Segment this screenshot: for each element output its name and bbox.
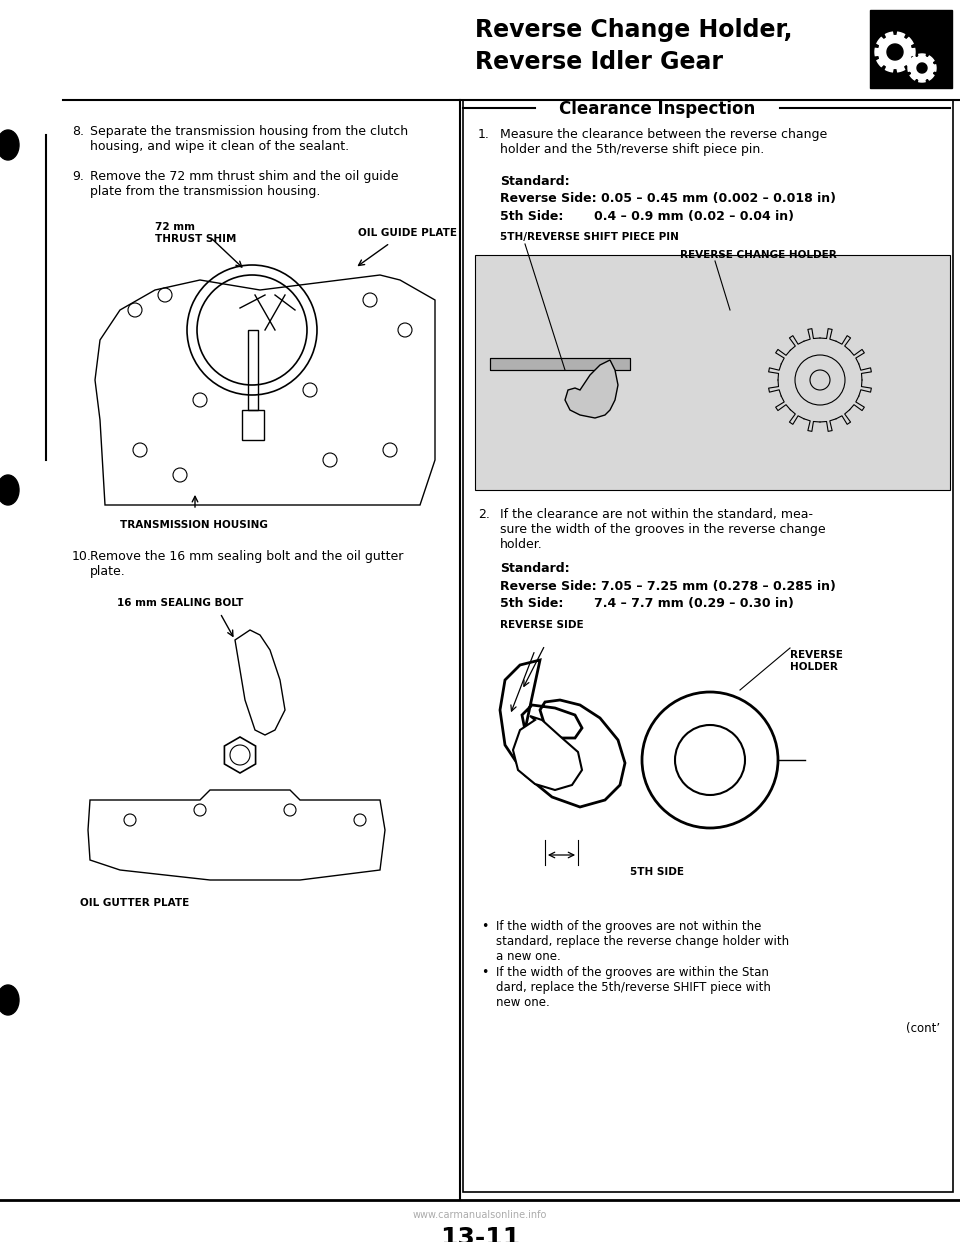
Ellipse shape — [0, 130, 19, 160]
Text: 2.: 2. — [478, 508, 490, 520]
Text: 9.: 9. — [72, 170, 84, 183]
Text: 5TH/REVERSE SHIFT PIECE PIN: 5TH/REVERSE SHIFT PIECE PIN — [500, 232, 679, 242]
Text: Reverse Side: 0.05 – 0.45 mm (0.002 – 0.018 in): Reverse Side: 0.05 – 0.45 mm (0.002 – 0.… — [500, 193, 836, 205]
Text: REVERSE
HOLDER: REVERSE HOLDER — [790, 650, 843, 672]
Text: 10.: 10. — [72, 550, 92, 563]
Text: 72 mm
THRUST SHIM: 72 mm THRUST SHIM — [155, 222, 236, 243]
Text: If the width of the grooves are within the Stan
dard, replace the 5th/reverse SH: If the width of the grooves are within t… — [496, 966, 771, 1009]
Polygon shape — [875, 32, 915, 72]
Polygon shape — [565, 360, 618, 419]
Text: Separate the transmission housing from the clutch
housing, and wipe it clean of : Separate the transmission housing from t… — [90, 125, 408, 153]
Text: If the width of the grooves are not within the
standard, replace the reverse cha: If the width of the grooves are not with… — [496, 920, 789, 963]
Bar — [490, 358, 630, 370]
Text: •: • — [481, 966, 489, 979]
Text: (cont’: (cont’ — [906, 1022, 940, 1035]
Text: Standard:: Standard: — [500, 175, 569, 188]
Text: 5th Side:       0.4 – 0.9 mm (0.02 – 0.04 in): 5th Side: 0.4 – 0.9 mm (0.02 – 0.04 in) — [500, 210, 794, 224]
Text: Reverse Idler Gear: Reverse Idler Gear — [475, 50, 723, 75]
Text: Remove the 72 mm thrust shim and the oil guide
plate from the transmission housi: Remove the 72 mm thrust shim and the oil… — [90, 170, 398, 197]
Text: TRANSMISSION HOUSING: TRANSMISSION HOUSING — [120, 520, 268, 530]
Bar — [463, 101, 953, 1192]
Text: Clearance Inspection: Clearance Inspection — [559, 101, 756, 118]
Ellipse shape — [0, 474, 19, 505]
Bar — [870, 10, 952, 88]
Text: REVERSE SIDE: REVERSE SIDE — [500, 620, 584, 630]
Polygon shape — [887, 43, 903, 60]
Ellipse shape — [0, 985, 19, 1015]
Text: 5th Side:       7.4 – 7.7 mm (0.29 – 0.30 in): 5th Side: 7.4 – 7.7 mm (0.29 – 0.30 in) — [500, 597, 794, 610]
Text: Reverse Side: 7.05 – 7.25 mm (0.278 – 0.285 in): Reverse Side: 7.05 – 7.25 mm (0.278 – 0.… — [500, 580, 836, 592]
Bar — [475, 650, 950, 910]
Bar — [490, 358, 630, 370]
Bar — [242, 410, 264, 440]
Text: Measure the clearance between the reverse change
holder and the 5th/reverse shif: Measure the clearance between the revers… — [500, 128, 828, 156]
Text: 1.: 1. — [478, 128, 490, 142]
Text: 5TH SIDE: 5TH SIDE — [630, 867, 684, 877]
Bar — [88, 250, 448, 510]
Text: Remove the 16 mm sealing bolt and the oil gutter
plate.: Remove the 16 mm sealing bolt and the oi… — [90, 550, 403, 578]
Bar — [475, 255, 950, 491]
Text: www.carmanualsonline.info: www.carmanualsonline.info — [413, 1210, 547, 1220]
Text: Reverse Change Holder,: Reverse Change Holder, — [475, 17, 793, 42]
Text: Standard:: Standard: — [500, 561, 569, 575]
Text: 8.: 8. — [72, 125, 84, 138]
Polygon shape — [500, 660, 625, 807]
Text: 16 mm SEALING BOLT: 16 mm SEALING BOLT — [117, 597, 243, 609]
Polygon shape — [917, 63, 927, 73]
Text: OIL GUTTER PLATE: OIL GUTTER PLATE — [80, 898, 189, 908]
Text: If the clearance are not within the standard, mea-
sure the width of the grooves: If the clearance are not within the stan… — [500, 508, 826, 551]
Text: •: • — [481, 920, 489, 933]
Bar — [248, 330, 258, 410]
Text: 13-11: 13-11 — [440, 1226, 520, 1242]
Polygon shape — [908, 53, 936, 82]
Polygon shape — [513, 715, 582, 790]
Text: OIL GUIDE PLATE: OIL GUIDE PLATE — [358, 229, 457, 238]
Text: REVERSE CHANGE HOLDER: REVERSE CHANGE HOLDER — [680, 250, 837, 260]
